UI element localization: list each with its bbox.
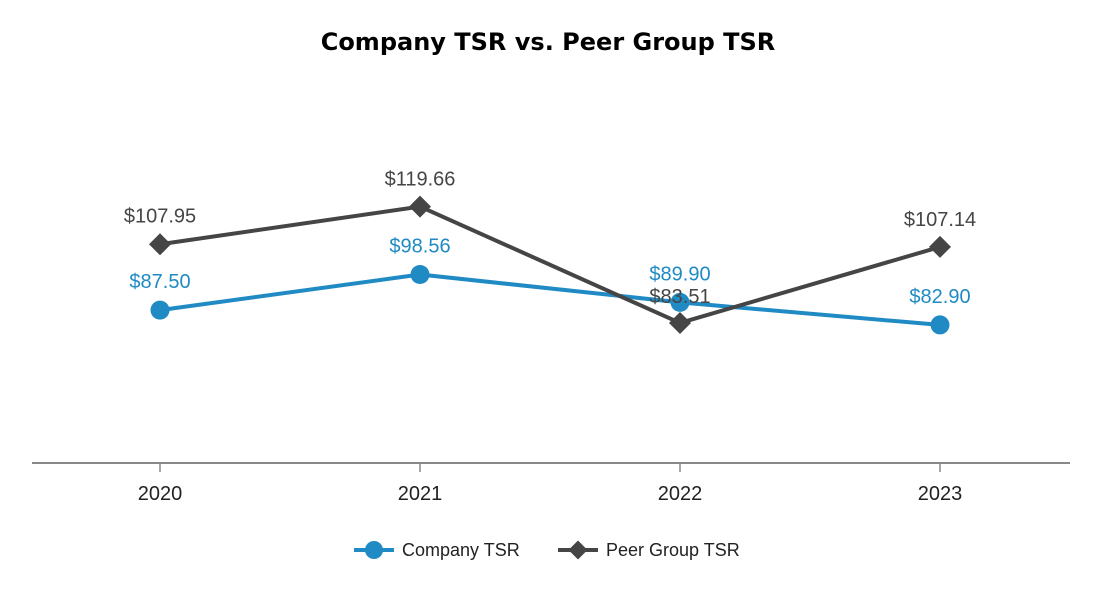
data-label: $87.50: [129, 271, 190, 293]
legend-label: Company TSR: [402, 540, 520, 560]
data-point: [669, 311, 691, 334]
data-point: [930, 315, 950, 335]
data-point: [150, 300, 170, 320]
series-line: [159, 204, 941, 325]
legend-item: Peer Group TSR: [558, 540, 740, 560]
x-tick-label: 2023: [918, 483, 963, 505]
data-label: $107.14: [904, 209, 976, 231]
legend-item: Company TSR: [354, 540, 520, 560]
data-labels: $87.50 $98.56 $89.90 $82.90 $107.95 $119.66 $8…: [124, 169, 976, 308]
data-point: [410, 265, 430, 285]
series-line: [159, 272, 941, 327]
data-label: $119.66: [385, 169, 456, 191]
data-label: $83.51: [649, 286, 710, 308]
data-label: $82.90: [909, 286, 970, 308]
series-company-tsr: [150, 265, 950, 335]
data-label: $107.95: [124, 205, 196, 227]
data-label: $89.90: [649, 263, 710, 285]
legend-label: Peer Group TSR: [606, 540, 740, 560]
legend-marker: [568, 540, 588, 560]
series-peer-group-tsr: [149, 195, 951, 334]
data-point: [409, 195, 431, 218]
data-point: [149, 233, 171, 256]
data-point: [670, 292, 690, 312]
chart-title: Company TSR vs. Peer Group TSR: [321, 28, 776, 56]
x-tick-label: 2021: [398, 483, 443, 505]
data-label: $98.56: [389, 236, 450, 258]
legend: Company TSR Peer Group TSR: [354, 540, 740, 560]
x-tick-label: 2020: [138, 483, 183, 505]
x-axis: 2020 2021 2022 2023: [32, 462, 1070, 505]
legend-marker: [365, 541, 383, 559]
data-point: [929, 235, 951, 258]
x-tick-label: 2022: [658, 483, 703, 505]
series-layer: [149, 195, 951, 335]
